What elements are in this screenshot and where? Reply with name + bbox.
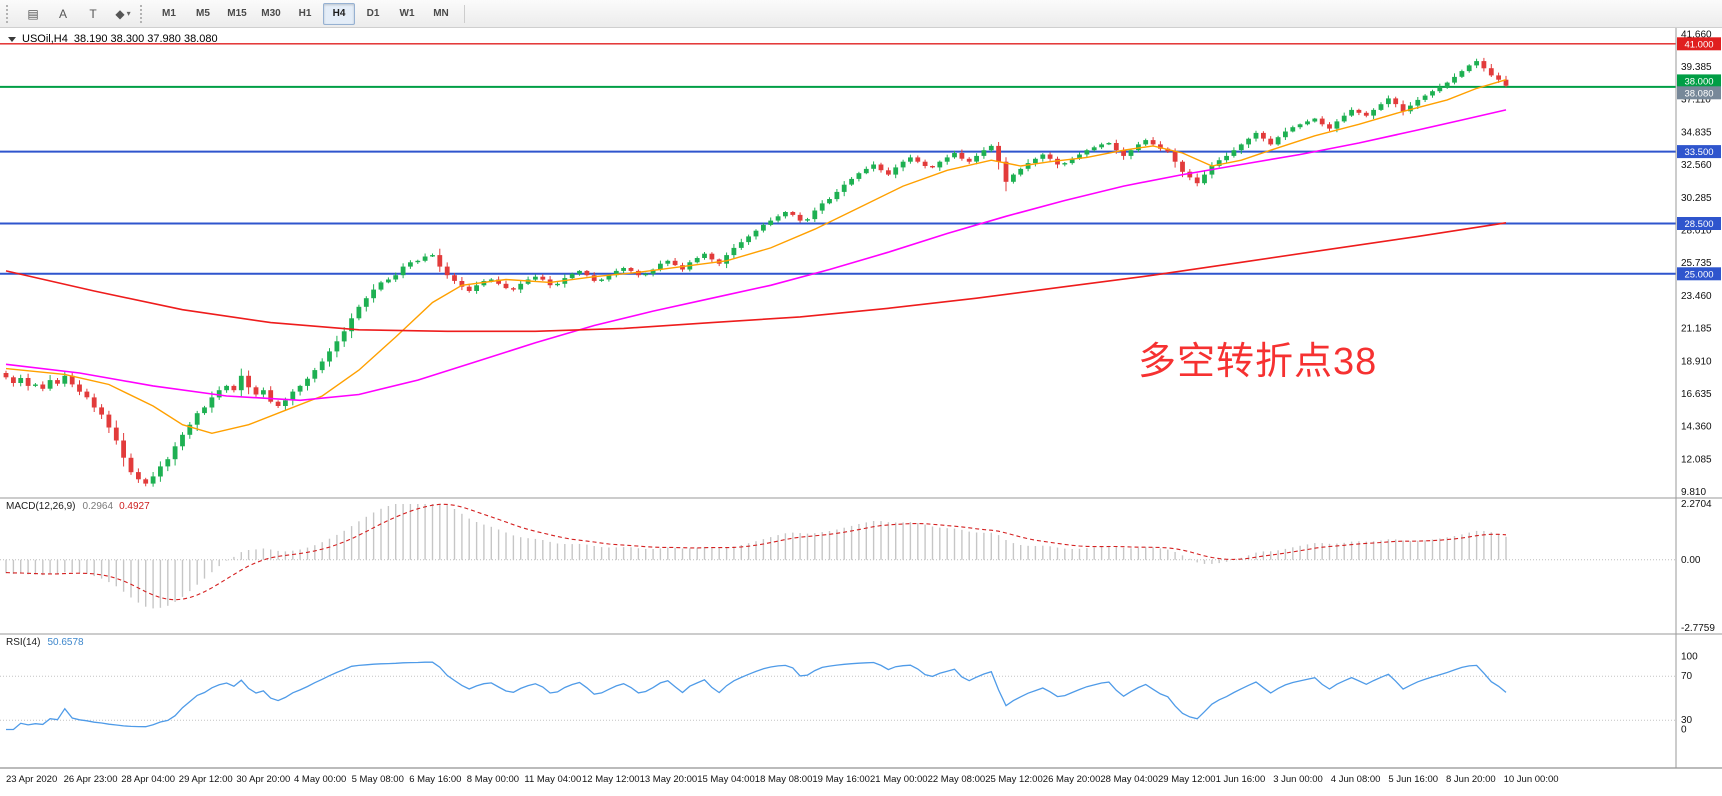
svg-text:12 May 12:00: 12 May 12:00 [582, 774, 640, 785]
chart-tools-group: ▤ A T ◆ ▾ [18, 3, 138, 25]
timeframe-button-h4[interactable]: H4 [323, 2, 355, 25]
text-annotation-icon[interactable]: A [58, 6, 67, 21]
svg-text:9.810: 9.810 [1681, 487, 1706, 498]
rsi-panel[interactable] [0, 634, 1676, 768]
chart-text-annotation[interactable]: 多空转折点38 [1138, 341, 1378, 383]
svg-text:18.910: 18.910 [1681, 356, 1712, 367]
svg-text:25 May 12:00: 25 May 12:00 [985, 774, 1043, 785]
timeframe-button-w1[interactable]: W1 [399, 8, 415, 19]
timeframe-button-m15[interactable]: M15 [227, 8, 247, 19]
svg-text:28 May 04:00: 28 May 04:00 [1100, 774, 1158, 785]
macd-name: MACD(12,26,9) [6, 501, 76, 512]
rsi-indicator-label: RSI(14) 50.6578 [6, 637, 84, 648]
svg-text:41.000: 41.000 [1684, 39, 1713, 50]
svg-text:28.010: 28.010 [1681, 226, 1712, 237]
svg-text:13 May 20:00: 13 May 20:00 [640, 774, 698, 785]
svg-text:16.635: 16.635 [1681, 389, 1712, 400]
svg-text:5 May 08:00: 5 May 08:00 [352, 774, 404, 785]
svg-text:-2.7759: -2.7759 [1681, 623, 1715, 634]
svg-text:8 May 00:00: 8 May 00:00 [467, 774, 519, 785]
svg-text:8 Jun 20:00: 8 Jun 20:00 [1446, 774, 1496, 785]
svg-text:3 Jun 00:00: 3 Jun 00:00 [1273, 774, 1323, 785]
svg-text:21 May 00:00: 21 May 00:00 [870, 774, 928, 785]
svg-text:21.185: 21.185 [1681, 324, 1712, 335]
svg-text:18 May 08:00: 18 May 08:00 [755, 774, 813, 785]
macd-indicator-label: MACD(12,26,9) 0.2964 0.4927 [6, 501, 150, 512]
svg-text:14.360: 14.360 [1681, 422, 1712, 433]
svg-text:30 Apr 20:00: 30 Apr 20:00 [236, 774, 290, 785]
template-icon[interactable]: T [89, 6, 97, 21]
macd-signal-value: 0.4927 [119, 501, 150, 512]
rsi-name: RSI(14) [6, 637, 41, 648]
svg-text:29 Apr 12:00: 29 Apr 12:00 [179, 774, 233, 785]
svg-text:26 Apr 23:00: 26 Apr 23:00 [64, 774, 118, 785]
svg-text:38.000: 38.000 [1684, 76, 1713, 87]
shapes-icon[interactable]: ◆ ▾ [115, 6, 131, 21]
svg-text:0: 0 [1681, 725, 1687, 736]
svg-text:39.385: 39.385 [1681, 62, 1712, 73]
svg-text:0.00: 0.00 [1681, 555, 1701, 566]
svg-text:38.080: 38.080 [1684, 88, 1713, 99]
svg-text:10 Jun 00:00: 10 Jun 00:00 [1504, 774, 1559, 785]
macd-main-value: 0.2964 [82, 501, 114, 512]
svg-text:70: 70 [1681, 671, 1693, 682]
toolbar-grip[interactable] [140, 4, 146, 23]
svg-text:23 Apr 2020: 23 Apr 2020 [6, 774, 57, 785]
main-chart-region[interactable] [0, 28, 1676, 498]
symbol-dropdown-icon[interactable] [8, 36, 16, 42]
timeframe-button-d1[interactable]: D1 [366, 8, 380, 19]
svg-text:4 May 00:00: 4 May 00:00 [294, 774, 346, 785]
timeframe-button-m1[interactable]: M1 [162, 8, 176, 19]
chart-type-icon[interactable]: ▤ [27, 6, 39, 21]
svg-text:34.835: 34.835 [1681, 127, 1712, 138]
svg-text:33.500: 33.500 [1684, 147, 1713, 158]
timeframe-button-h1[interactable]: H1 [298, 8, 312, 19]
svg-text:32.560: 32.560 [1681, 160, 1712, 171]
svg-text:28 Apr 04:00: 28 Apr 04:00 [121, 774, 175, 785]
rsi-value: 50.6578 [47, 637, 84, 648]
svg-text:2.2704: 2.2704 [1681, 499, 1712, 510]
ohlc-values: 38.190 38.300 37.980 38.080 [73, 33, 218, 45]
svg-text:29 May 12:00: 29 May 12:00 [1158, 774, 1216, 785]
price-axis[interactable] [1676, 28, 1722, 768]
svg-text:4 Jun 08:00: 4 Jun 08:00 [1331, 774, 1381, 785]
svg-text:19 May 16:00: 19 May 16:00 [812, 774, 870, 785]
svg-text:30: 30 [1681, 715, 1693, 726]
timeframe-button-m5[interactable]: M5 [196, 8, 210, 19]
svg-text:23.460: 23.460 [1681, 291, 1712, 302]
svg-text:5 Jun 16:00: 5 Jun 16:00 [1388, 774, 1438, 785]
chart-title: USOil,H4 38.190 38.300 37.980 38.080 [8, 33, 218, 45]
svg-text:25.735: 25.735 [1681, 258, 1712, 269]
svg-text:6 May 16:00: 6 May 16:00 [409, 774, 461, 785]
symbol-timeframe-label: USOil,H4 [22, 33, 68, 45]
svg-text:25.000: 25.000 [1684, 269, 1713, 280]
svg-text:100: 100 [1681, 652, 1698, 663]
svg-text:37.110: 37.110 [1681, 95, 1711, 106]
toolbar-grip[interactable] [6, 4, 12, 23]
svg-text:28.500: 28.500 [1684, 219, 1713, 230]
timeframe-button-mn[interactable]: MN [433, 8, 449, 19]
timeframes-group: M1 M5 M15 M30 H1 H4 D1 W1 MN [152, 2, 458, 25]
svg-text:11 May 04:00: 11 May 04:00 [524, 774, 581, 785]
svg-text:22 May 08:00: 22 May 08:00 [928, 774, 986, 785]
svg-text:30.285: 30.285 [1681, 193, 1712, 204]
toolbar-separator [464, 4, 465, 23]
svg-text:15 May 04:00: 15 May 04:00 [697, 774, 755, 785]
svg-text:26 May 20:00: 26 May 20:00 [1043, 774, 1101, 785]
time-axis[interactable] [0, 768, 1722, 796]
timeframe-button-m30[interactable]: M30 [261, 8, 281, 19]
svg-text:41.660: 41.660 [1681, 29, 1712, 40]
toolbar: ▤ A T ◆ ▾ M1 M5 M15 M30 H1 H4 D1 W1 MN [0, 0, 1722, 28]
svg-text:12.085: 12.085 [1681, 454, 1712, 465]
svg-text:1 Jun 16:00: 1 Jun 16:00 [1216, 774, 1266, 785]
dropdown-caret-icon: ▾ [126, 9, 131, 18]
macd-panel[interactable] [0, 498, 1676, 634]
